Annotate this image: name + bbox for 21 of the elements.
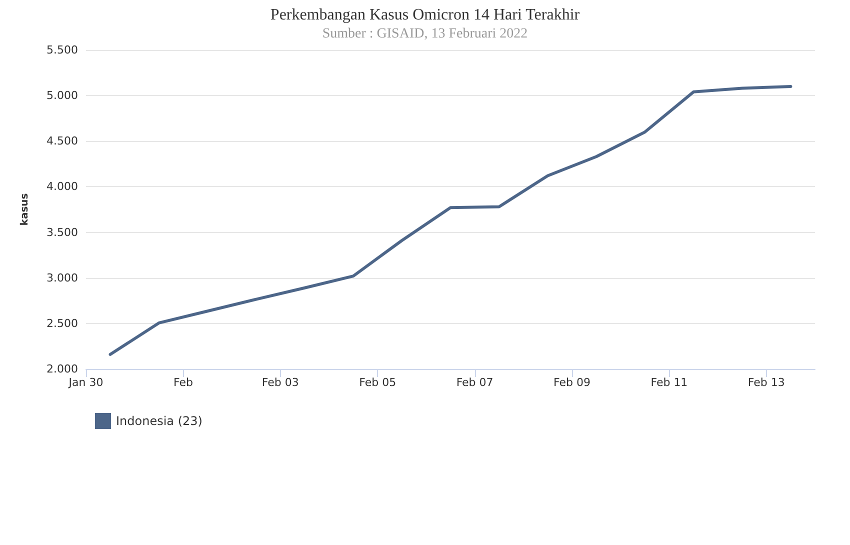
- x-tick-label: Feb 13: [748, 376, 785, 389]
- y-tick-label: 2.500: [46, 316, 78, 330]
- y-tick-label: 3.000: [46, 271, 78, 284]
- y-axis-title: kasus: [20, 193, 30, 226]
- x-tick-label: Feb 03: [262, 376, 299, 389]
- y-tick-label: 3.500: [46, 226, 78, 239]
- x-tick-label: Feb 05: [359, 376, 396, 389]
- y-tick-label: 4.500: [46, 134, 78, 148]
- chart-subtitle: Sumber : GISAID, 13 Februari 2022: [322, 26, 528, 42]
- x-tick-label: Feb: [173, 376, 193, 389]
- y-tick-label: 4.000: [46, 180, 78, 194]
- x-tick-label: Feb 07: [456, 376, 494, 389]
- chart-title: Perkembangan Kasus Omicron 14 Hari Terakhir: [270, 6, 580, 24]
- x-tick-label: Feb 09: [554, 376, 590, 389]
- x-tick-label: Feb 11: [650, 376, 688, 389]
- x-tick-label: Jan 30: [68, 376, 104, 389]
- line-series: [108, 84, 792, 356]
- y-tick-label: 5.500: [46, 44, 78, 56]
- legend-label: Indonesia (23): [116, 414, 202, 428]
- y-tick-label: 5.000: [46, 89, 78, 102]
- y-tick-label: 2.000: [46, 362, 78, 376]
